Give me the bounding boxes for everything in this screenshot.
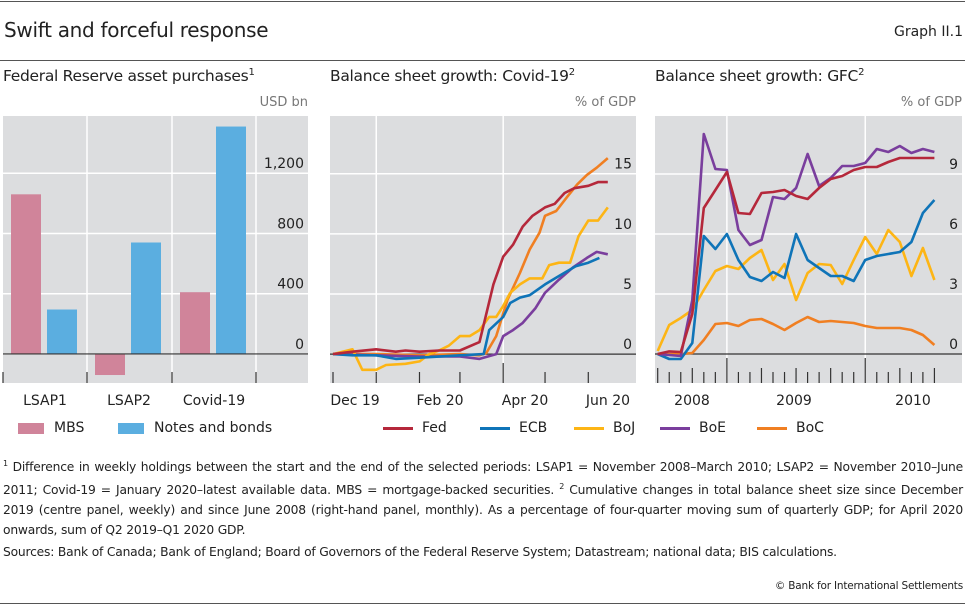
sources: Sources: Bank of Canada; Bank of England…: [3, 545, 837, 559]
boj-line-swatch: [574, 426, 604, 430]
legend-line-boc: BoC: [757, 420, 824, 436]
bottom-rule: [0, 603, 965, 604]
y-tick-label: 10: [614, 217, 632, 233]
title-rule: [0, 60, 965, 61]
legend-bar-notes: Notes and bonds: [118, 420, 272, 436]
footnote-1-mark: 1: [3, 459, 8, 468]
panel2-unit: % of GDP: [574, 95, 636, 110]
footnote-ref: 2: [858, 67, 865, 78]
panel1-title: Federal Reserve asset purchases1: [3, 67, 255, 85]
graph-number: Graph II.1: [893, 24, 963, 40]
x-tick-label: 2010: [895, 393, 931, 409]
legend-label: BoJ: [613, 420, 636, 436]
bar-notes-and-bonds-lsap1: [47, 309, 77, 354]
notes-swatch: [118, 422, 144, 434]
footnotes: 1 Difference in weekly holdings between …: [3, 454, 963, 540]
y-tick-label: 9: [949, 157, 958, 173]
y-tick-label: 5: [623, 277, 632, 293]
footnote-ref: 2: [568, 67, 575, 78]
line-boj-gfc: [656, 228, 936, 352]
legend-label: Fed: [422, 420, 447, 436]
panel1-title-text: Federal Reserve asset purchases: [3, 67, 249, 86]
panel2-title-text: Balance sheet growth: Covid-19: [330, 67, 569, 86]
y-tick-label: 15: [614, 157, 632, 173]
footnote-ref: 1: [248, 67, 255, 78]
legend-line-boj: BoJ: [574, 420, 635, 436]
line-ecb-gfc: [657, 199, 936, 361]
bar-mbs-lsap1: [11, 194, 41, 354]
fed-line-swatch: [383, 426, 413, 430]
legend-label: Notes and bonds: [154, 420, 273, 436]
y-tick-label: 1,200: [264, 156, 304, 172]
panel3-title: Balance sheet growth: GFC2: [655, 67, 864, 85]
panel2-title: Balance sheet growth: Covid-192: [330, 67, 575, 85]
bar-mbs-covid-19: [180, 292, 210, 354]
x-category-label: LSAP2: [107, 393, 151, 409]
y-tick-label: 6: [949, 217, 958, 233]
x-tick-label: Feb 20: [416, 393, 463, 409]
mbs-swatch: [18, 422, 44, 434]
x-tick-label: Apr 20: [502, 393, 548, 409]
legend-label: BoC: [796, 420, 824, 436]
x-category-label: Covid-19: [183, 393, 245, 409]
panel2-background: [330, 116, 636, 383]
legend-line-ecb: ECB: [480, 420, 547, 436]
bar-notes-and-bonds-lsap2: [131, 242, 161, 354]
legend-label: MBS: [54, 420, 85, 436]
legend-bar-mbs: MBS: [18, 420, 84, 436]
legend-label: BoE: [699, 420, 727, 436]
bar-notes-and-bonds-covid-19: [216, 126, 246, 354]
footnote-2-mark: 2: [559, 482, 565, 492]
x-tick-label: Dec 19: [330, 393, 379, 409]
y-tick-label: 400: [277, 277, 304, 293]
legend-line-fed: Fed: [383, 420, 447, 436]
y-tick-label: 3: [949, 277, 958, 293]
legend-line-boe: BoE: [660, 420, 726, 436]
line-fed-gfc: [657, 156, 935, 356]
legend-label: ECB: [519, 420, 548, 436]
boc-line-swatch: [757, 426, 787, 430]
footnote-1: Difference in weekly holdings between th…: [3, 460, 963, 498]
line-boc-covid: [333, 157, 609, 357]
graph-title: Swift and forceful response: [4, 18, 269, 42]
boe-line-swatch: [660, 426, 690, 430]
line-boe-gfc: [657, 132, 935, 358]
line-fed-covid: [332, 180, 608, 356]
y-tick-label: 800: [277, 216, 304, 232]
top-rule: [0, 1, 965, 2]
y-tick-label: 0: [623, 337, 632, 353]
copyright: © Bank for International Settlements: [774, 580, 963, 592]
line-ecb-covid: [332, 256, 600, 361]
x-category-label: LSAP1: [23, 393, 67, 409]
x-tick-label: 2009: [776, 393, 812, 409]
bar-mbs-lsap2: [95, 353, 125, 376]
panel3-unit: % of GDP: [900, 95, 962, 110]
y-tick-label: 0: [949, 337, 958, 353]
panel1-unit: USD bn: [259, 95, 308, 110]
panel3-title-text: Balance sheet growth: GFC: [655, 67, 859, 86]
line-boc-gfc: [657, 315, 936, 356]
x-tick-label: Jun 20: [585, 393, 630, 409]
ecb-line-swatch: [480, 426, 510, 430]
footnote-2: Cumulative changes in total balance shee…: [3, 483, 963, 538]
line-boj-covid: [332, 206, 609, 372]
x-tick-label: 2008: [674, 393, 710, 409]
y-tick-label: 0: [295, 337, 304, 353]
